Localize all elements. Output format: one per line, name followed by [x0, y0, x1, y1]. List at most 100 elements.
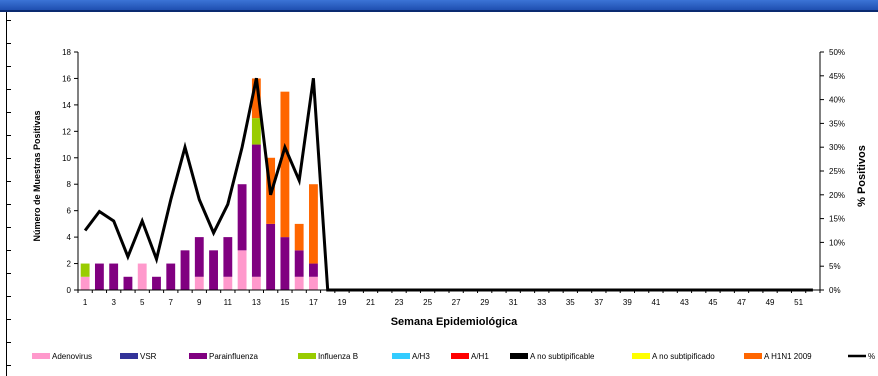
x-tick-label: 23 — [395, 298, 404, 307]
legend-label-adenovirus: Adenovirus — [52, 352, 92, 361]
left-border-tick — [6, 89, 11, 90]
bar-segment-influenza-b — [251, 118, 261, 145]
x-tick-label: 33 — [537, 298, 546, 307]
y2-tick-label: 40% — [829, 96, 845, 105]
left-border-tick — [6, 66, 11, 67]
legend-label-a-no-subtipificado: A no subtipificado — [652, 352, 715, 361]
x-tick-label: 11 — [224, 298, 233, 307]
window-title-bar — [0, 0, 878, 12]
left-border-tick — [6, 365, 11, 366]
left-border-tick — [6, 342, 11, 343]
y-tick-label: 12 — [62, 127, 71, 136]
y2-tick-label: 20% — [829, 191, 845, 200]
y2-tick-label: 25% — [829, 167, 845, 176]
legend-label-parainfluenza: Parainfluenza — [209, 352, 258, 361]
bar-segment-adenovirus — [309, 276, 318, 290]
x-tick-label: 51 — [794, 298, 803, 307]
left-border-tick — [6, 204, 11, 205]
bar-segment-parainfluenza — [237, 184, 247, 251]
legend-label-a-h1: A/H1 — [471, 352, 489, 361]
x-tick-label: 31 — [509, 298, 518, 307]
y-tick-label: 10 — [62, 154, 71, 163]
legend-swatch-a-no-subtipificado — [632, 353, 650, 359]
left-border-rule — [6, 12, 7, 376]
left-border-tick — [6, 250, 11, 251]
bar-segment-adenovirus — [137, 263, 147, 290]
bar-segment-parainfluenza — [223, 237, 233, 277]
bar-segment-parainfluenza — [294, 250, 304, 277]
percent-positive-line — [83, 77, 813, 292]
left-border-tick — [6, 158, 11, 159]
x-tick-label: 49 — [766, 298, 775, 307]
x-tick-label: 19 — [338, 298, 347, 307]
x-tick-label: 15 — [280, 298, 289, 307]
bar-segment-parainfluenza — [266, 223, 276, 290]
bar-segment-parainfluenza — [109, 263, 119, 290]
bar-segment-adenovirus — [294, 276, 304, 290]
bar-segment-adenovirus — [194, 276, 204, 290]
left-border-tick — [6, 181, 11, 182]
legend-swatch-adenovirus — [32, 353, 50, 359]
bar-segment-a-h1n1-2009 — [309, 184, 318, 264]
y2-tick-label: 0% — [829, 286, 841, 295]
tick-labels: 0 2 4 6 8 10 12 14 16 18 0% 5% 10% 15% 20% 25% 30% 35% 40%… — [62, 48, 845, 307]
y-tick-label: 6 — [67, 207, 72, 216]
y2-tick-label: 10% — [829, 238, 845, 247]
x-tick-label: 47 — [737, 298, 746, 307]
y2-tick-label: 50% — [829, 48, 845, 57]
x-tick-label: 21 — [366, 298, 375, 307]
bar-segment-influenza-b — [80, 263, 90, 277]
bar-segment-a-h1n1-2009 — [294, 223, 304, 251]
y2-tick-label: 5% — [829, 262, 841, 271]
left-border-ticks — [6, 12, 12, 376]
legend-swatch-a-h3 — [392, 353, 410, 359]
bar-layer — [80, 78, 318, 290]
x-tick-label: 39 — [623, 298, 632, 307]
x-tick-label: 27 — [452, 298, 461, 307]
legend-swatch-parainfluenza — [189, 353, 207, 359]
y-tick-label: 8 — [67, 180, 72, 189]
x-tick-label: 41 — [651, 298, 660, 307]
legend-swatch-a-h1 — [451, 353, 469, 359]
x-tick-label: 35 — [566, 298, 575, 307]
bar-segment-parainfluenza — [123, 276, 133, 290]
legend-swatch-a-no-subtipificable — [510, 353, 528, 359]
left-border-tick — [6, 112, 11, 113]
bar-segment-parainfluenza — [251, 144, 261, 277]
bar-segment-parainfluenza — [309, 263, 318, 277]
legend: Adenovirus VSR Parainfluenza Influenza B A/H… — [32, 352, 878, 361]
left-border-tick — [6, 43, 11, 44]
x-tick-label: 29 — [480, 298, 489, 307]
x-tick-label: 37 — [594, 298, 603, 307]
legend-swatch-influenza-b — [298, 353, 316, 359]
y-tick-label: 16 — [62, 74, 71, 83]
bar-segment-parainfluenza — [280, 237, 290, 290]
x-tick-label: 43 — [680, 298, 689, 307]
y2-tick-label: 45% — [829, 72, 845, 81]
legend-label-a-h3: A/H3 — [412, 352, 430, 361]
x-tick-label: 7 — [169, 298, 174, 307]
bar-segment-adenovirus — [251, 276, 261, 290]
bar-segment-parainfluenza — [180, 250, 190, 290]
legend-label-influenza-b: Influenza B — [318, 352, 358, 361]
left-border-tick — [6, 273, 11, 274]
y-tick-label: 14 — [62, 101, 71, 110]
x-tick-label: 17 — [309, 298, 318, 307]
legend-label-pct-positivos: % Positivos — [868, 352, 878, 361]
x-tick-label: 9 — [197, 298, 202, 307]
bar-segment-parainfluenza — [194, 237, 204, 277]
y2-axis-label: % Positivos — [856, 145, 868, 207]
y-tick-label: 0 — [67, 286, 72, 295]
legend-swatch-vsr — [120, 353, 138, 359]
bar-segment-adenovirus — [80, 276, 90, 290]
y-tick-label: 2 — [67, 260, 72, 269]
x-tick-label: 3 — [111, 298, 116, 307]
bar-segment-adenovirus — [223, 276, 233, 290]
legend-label-a-no-subtipificable: A no subtipificable — [530, 352, 595, 361]
left-border-tick — [6, 296, 11, 297]
x-tick-label: 25 — [423, 298, 432, 307]
y-tick-label: 4 — [67, 233, 72, 242]
x-axis-label: Semana Epidemiológica — [391, 316, 518, 328]
left-border-tick — [6, 227, 11, 228]
